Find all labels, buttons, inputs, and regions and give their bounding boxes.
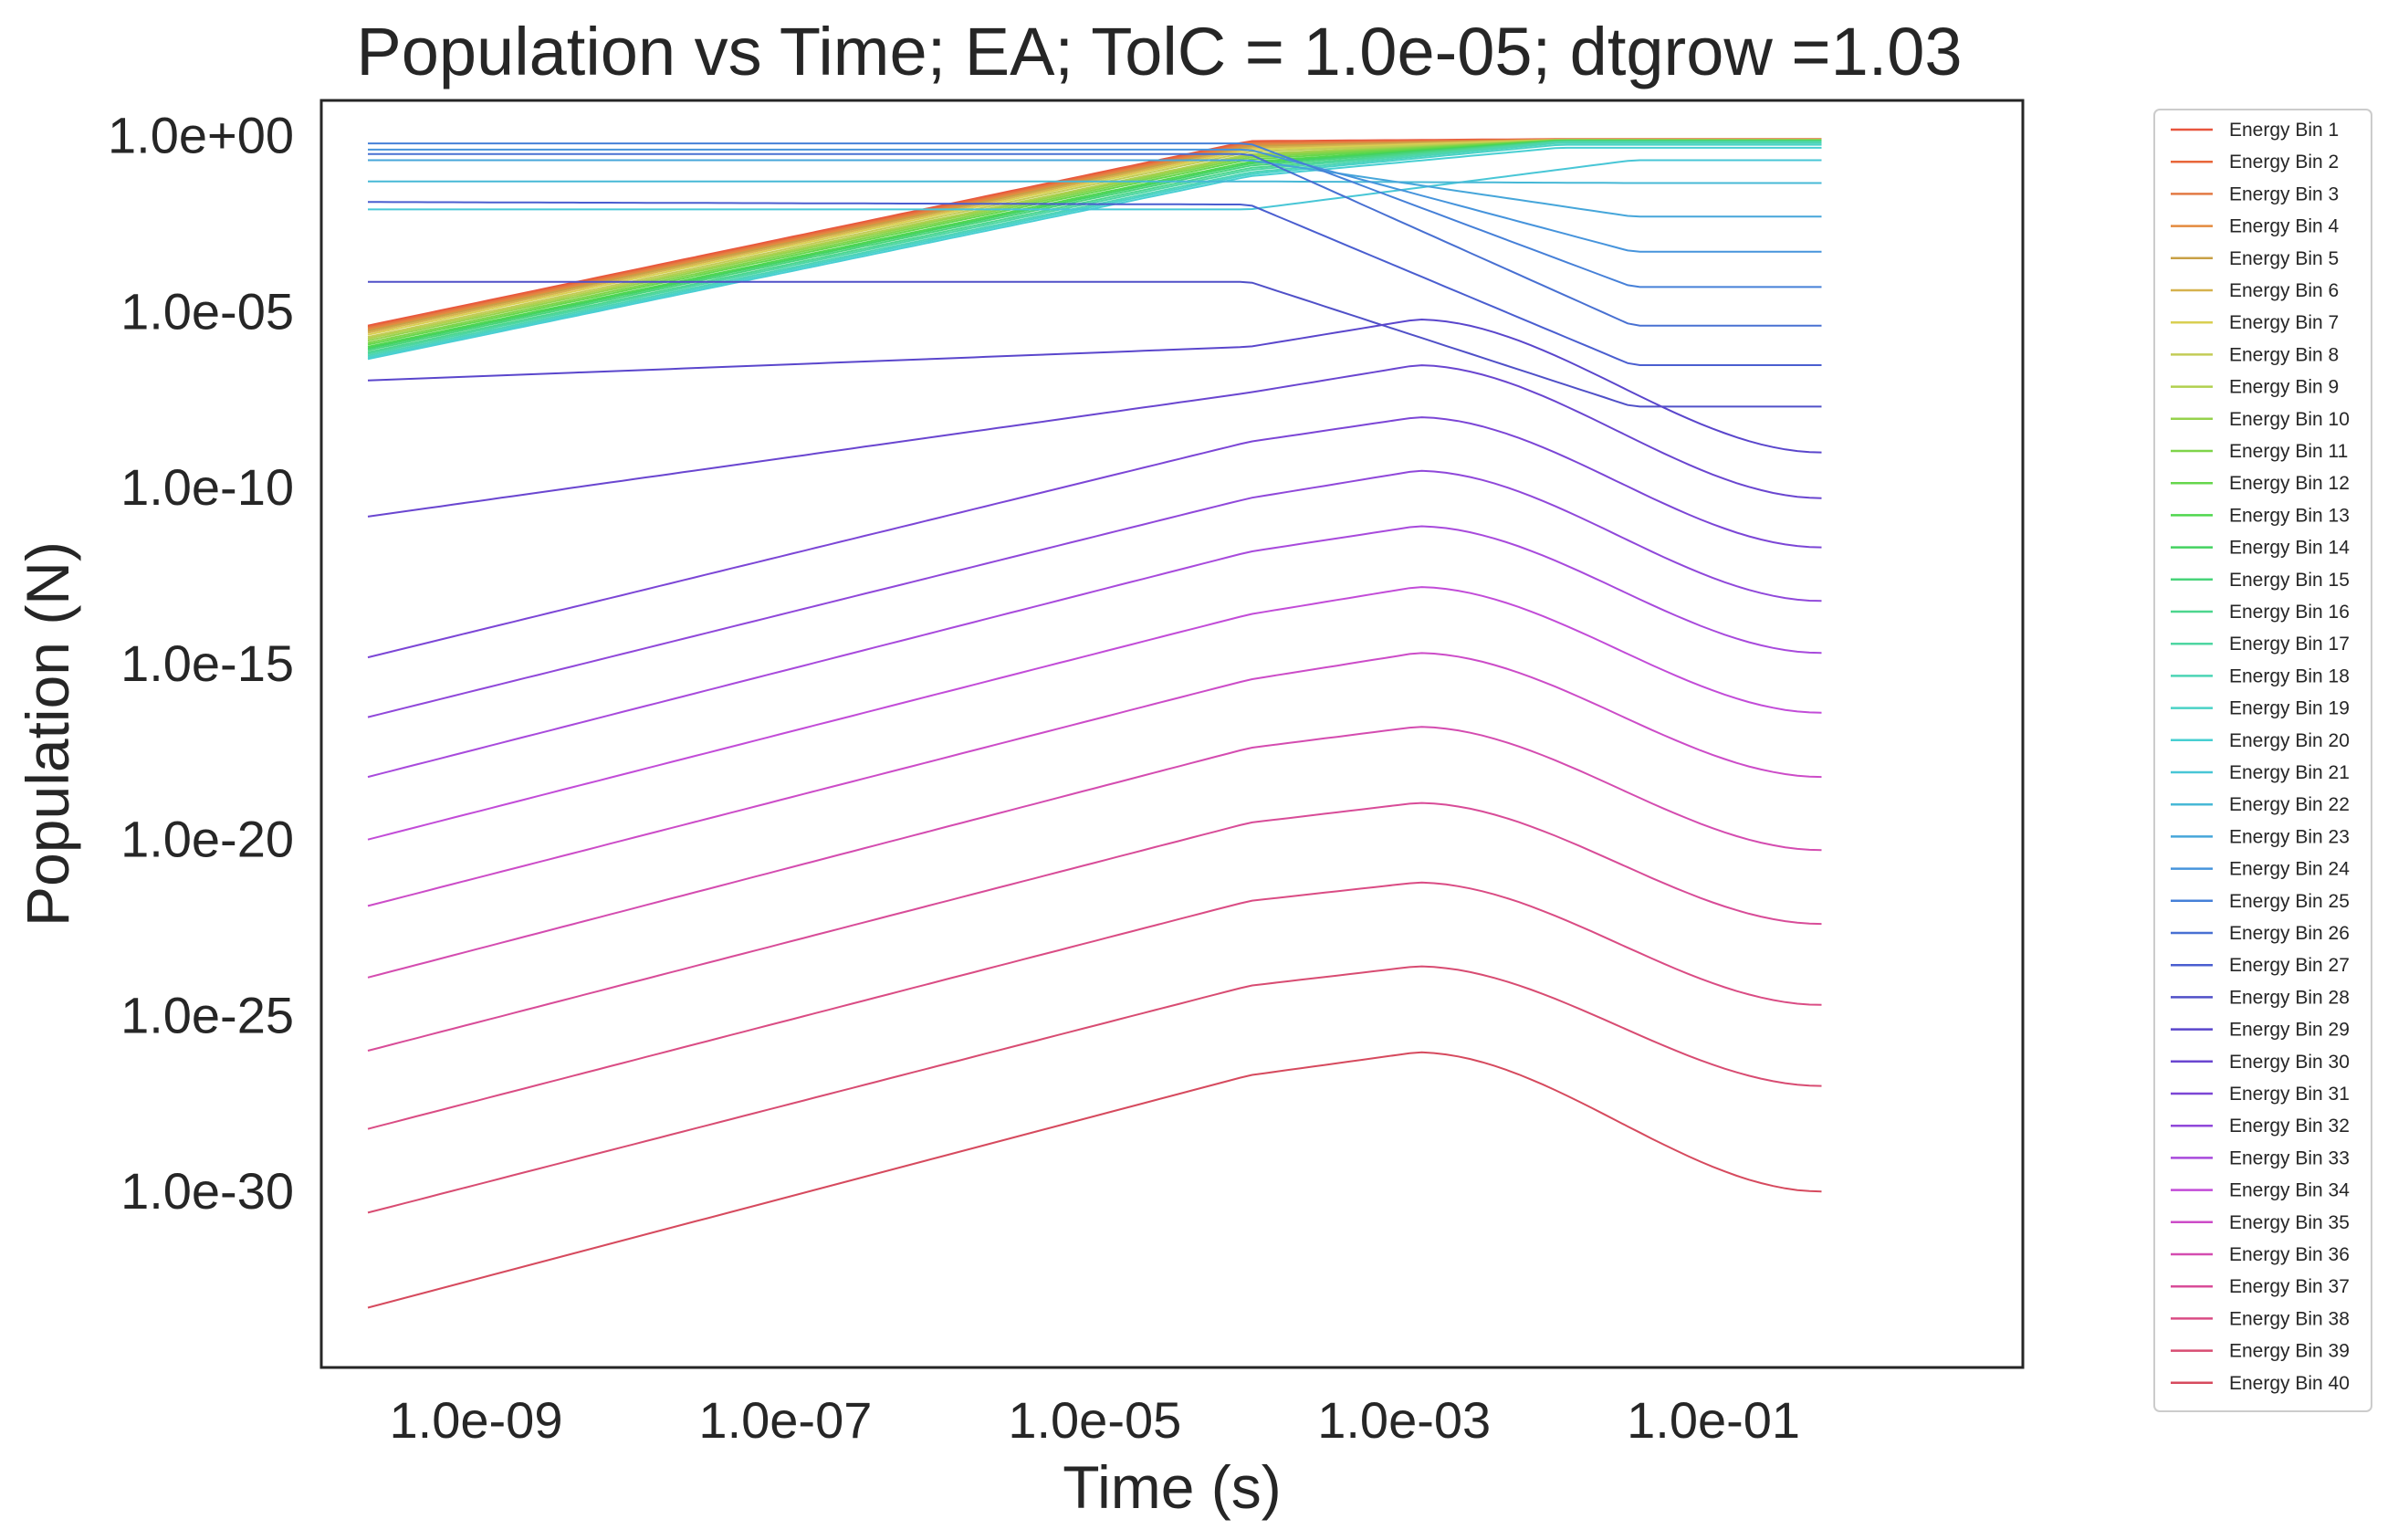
legend-entry-label: Energy Bin 27 — [2229, 955, 2350, 976]
legend-entry-label: Energy Bin 11 — [2229, 441, 2348, 462]
series-line-30 — [367, 364, 1822, 518]
legend-entry-label: Energy Bin 33 — [2229, 1147, 2350, 1168]
series-line-32 — [367, 469, 1822, 718]
legend-entry-label: Energy Bin 24 — [2229, 859, 2350, 880]
series-line-17 — [367, 141, 1822, 355]
legend-entry-label: Energy Bin 40 — [2229, 1373, 2350, 1394]
legend-entry-label: Energy Bin 5 — [2229, 248, 2339, 269]
series-line-23 — [368, 159, 1822, 218]
legend: Energy Bin 1 Energy Bin 2 Energy Bin 3 Ener… — [2153, 109, 2372, 1412]
series-line-20 — [367, 146, 1822, 361]
legend-entry-label: Energy Bin 23 — [2229, 826, 2350, 847]
legend-entry-label: Energy Bin 19 — [2229, 698, 2350, 719]
legend-entry-label: Energy Bin 26 — [2229, 923, 2350, 944]
series-line-31 — [367, 416, 1822, 659]
series-line-27 — [368, 201, 1822, 366]
y-tick-label: 1.0e-25 — [120, 986, 294, 1043]
series-line-39 — [367, 965, 1822, 1214]
legend-entry-label: Energy Bin 1 — [2229, 120, 2339, 141]
legend-entry-label: Energy Bin 10 — [2229, 409, 2350, 430]
y-tick-label: 1.0e+00 — [108, 107, 294, 164]
legend-entry-label: Energy Bin 2 — [2229, 152, 2339, 173]
series-layer — [367, 138, 1822, 1309]
legend-entry-label: Energy Bin 25 — [2229, 891, 2350, 912]
legend-entry-label: Energy Bin 13 — [2229, 505, 2350, 526]
series-line-34 — [367, 586, 1822, 841]
legend-entry-label: Energy Bin 15 — [2229, 570, 2350, 591]
legend-entry-label: Energy Bin 8 — [2229, 344, 2339, 365]
legend-entry-label: Energy Bin 35 — [2229, 1212, 2350, 1233]
series-line-19 — [367, 143, 1822, 359]
legend-entry-label: Energy Bin 21 — [2229, 762, 2350, 783]
y-tick-label: 1.0e-15 — [120, 634, 294, 692]
series-line-28 — [368, 280, 1822, 408]
series-line-37 — [367, 801, 1822, 1052]
x-tick-label: 1.0e-09 — [390, 1391, 563, 1449]
x-axis: 1.0e-09 1.0e-07 1.0e-05 1.0e-03 1.0e-01 — [390, 1391, 1801, 1449]
series-line-22 — [368, 180, 1822, 184]
y-axis: 1.0e+00 1.0e-05 1.0e-10 1.0e-15 1.0e-20 1.0e-… — [108, 107, 294, 1220]
x-tick-label: 1.0e-03 — [1317, 1391, 1491, 1449]
plot-frame — [319, 99, 2025, 1369]
legend-entry-label: Energy Bin 3 — [2229, 183, 2339, 204]
legend-entry-label: Energy Bin 22 — [2229, 794, 2350, 815]
series-line-24 — [368, 148, 1822, 253]
series-line-40 — [367, 1051, 1822, 1309]
series-line-38 — [367, 881, 1822, 1130]
x-tick-label: 1.0e-05 — [1008, 1391, 1181, 1449]
y-axis-label: Population (N) — [14, 541, 81, 927]
series-line-26 — [368, 152, 1822, 327]
y-tick-label: 1.0e-20 — [120, 811, 294, 868]
legend-entry-label: Energy Bin 9 — [2229, 377, 2339, 398]
legend-entry-label: Energy Bin 32 — [2229, 1116, 2350, 1137]
series-line-7 — [367, 139, 1822, 336]
legend-entry-label: Energy Bin 31 — [2229, 1084, 2350, 1105]
legend-entry-label: Energy Bin 17 — [2229, 634, 2350, 655]
legend-entry-label: Energy Bin 16 — [2229, 602, 2350, 623]
x-axis-label: Time (s) — [1063, 1453, 1282, 1521]
legend-entry-label: Energy Bin 36 — [2229, 1244, 2350, 1265]
legend-entry-label: Energy Bin 38 — [2229, 1308, 2350, 1329]
series-line-15 — [367, 140, 1822, 351]
x-tick-label: 1.0e-01 — [1627, 1391, 1800, 1449]
x-tick-label: 1.0e-07 — [698, 1391, 872, 1449]
legend-entry-label: Energy Bin 37 — [2229, 1276, 2350, 1297]
legend-entry-label: Energy Bin 6 — [2229, 280, 2339, 301]
y-tick-label: 1.0e-30 — [120, 1162, 294, 1220]
series-line-33 — [367, 525, 1822, 779]
series-line-29 — [367, 318, 1822, 454]
legend-entry-label: Energy Bin 39 — [2229, 1341, 2350, 1362]
legend-entry-label: Energy Bin 7 — [2229, 312, 2339, 333]
legend-entry-label: Energy Bin 18 — [2229, 665, 2350, 686]
legend-entry-label: Energy Bin 12 — [2229, 473, 2350, 494]
y-tick-label: 1.0e-05 — [120, 282, 294, 340]
legend-entry-label: Energy Bin 28 — [2229, 987, 2350, 1008]
series-line-21 — [368, 159, 1822, 211]
legend-entry-label: Energy Bin 30 — [2229, 1052, 2350, 1073]
legend-items: Energy Bin 1 Energy Bin 2 Energy Bin 3 Ener… — [2171, 120, 2350, 1394]
legend-frame — [2153, 109, 2372, 1412]
legend-entry-label: Energy Bin 14 — [2229, 538, 2350, 559]
plot-area — [319, 99, 2025, 1369]
y-tick-label: 1.0e-10 — [120, 458, 294, 516]
legend-entry-label: Energy Bin 4 — [2229, 216, 2340, 237]
series-line-25 — [368, 142, 1822, 288]
series-line-35 — [367, 652, 1822, 907]
legend-entry-label: Energy Bin 34 — [2229, 1180, 2350, 1201]
series-line-36 — [367, 726, 1822, 979]
chart-title: Population vs Time; EA; TolC = 1.0e-05; … — [356, 14, 1962, 89]
legend-entry-label: Energy Bin 29 — [2229, 1020, 2350, 1041]
legend-entry-label: Energy Bin 20 — [2229, 730, 2350, 751]
